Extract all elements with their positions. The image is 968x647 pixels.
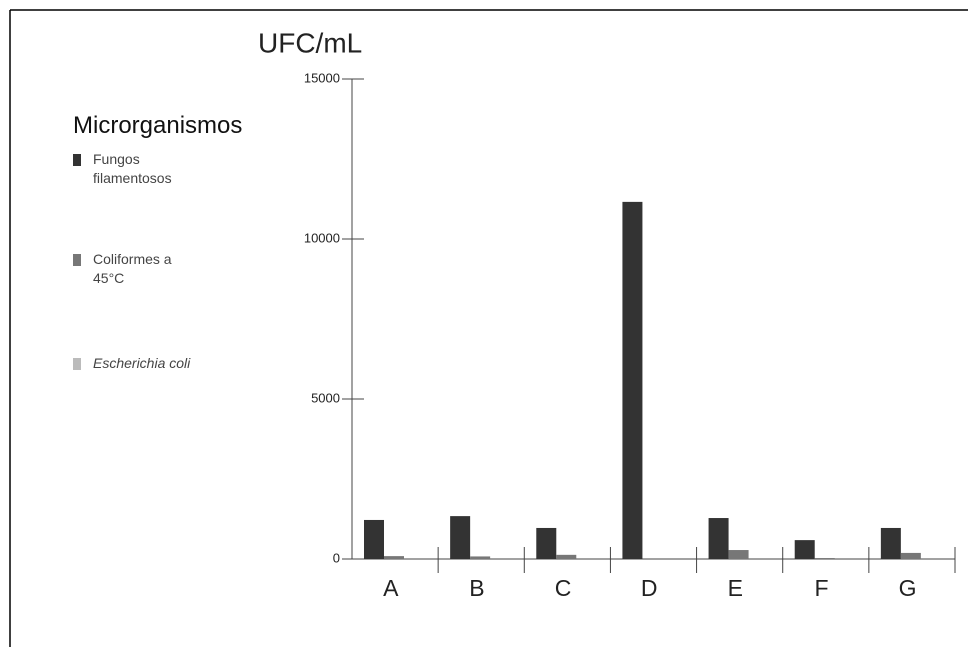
legend: Microrganismos Fungos filamentosos Colifo…	[73, 112, 293, 373]
bar	[728, 550, 749, 559]
bar	[622, 201, 643, 559]
x-tick-label: G	[899, 575, 917, 601]
legend-item: Coliformes a 45°C	[73, 250, 205, 288]
bar	[708, 518, 729, 559]
x-tick-label: C	[555, 575, 572, 601]
legend-title: Microrganismos	[73, 112, 243, 139]
legend-label: Coliformes a 45°C	[93, 251, 172, 286]
x-tick-label: B	[469, 575, 484, 601]
bar	[556, 554, 577, 559]
legend-label: Fungos filamentosos	[93, 151, 172, 186]
y-tick-label: 0	[333, 550, 340, 565]
legend-swatch	[73, 358, 81, 370]
bar	[364, 519, 384, 559]
bar	[470, 556, 491, 559]
x-tick-label: A	[383, 575, 399, 601]
legend-swatch	[73, 254, 81, 266]
bar	[794, 540, 815, 559]
bar	[384, 556, 404, 559]
legend-item: Escherichia coli	[73, 354, 205, 373]
bar	[880, 527, 901, 559]
legend-label: Escherichia coli	[93, 355, 191, 371]
bar	[900, 552, 921, 559]
legend-item: Fungos filamentosos	[73, 150, 205, 188]
x-tick-label: D	[641, 575, 658, 601]
y-tick-label: 10000	[304, 230, 340, 245]
legend-swatch	[73, 154, 81, 166]
y-axis-label: UFC/mL	[258, 27, 362, 58]
y-tick-label: 15000	[304, 70, 340, 85]
x-tick-label: F	[814, 575, 828, 601]
x-tick-label: E	[728, 575, 743, 601]
bar	[814, 558, 835, 559]
y-tick-label: 5000	[311, 390, 340, 405]
bar	[450, 516, 471, 559]
bar	[536, 527, 557, 559]
